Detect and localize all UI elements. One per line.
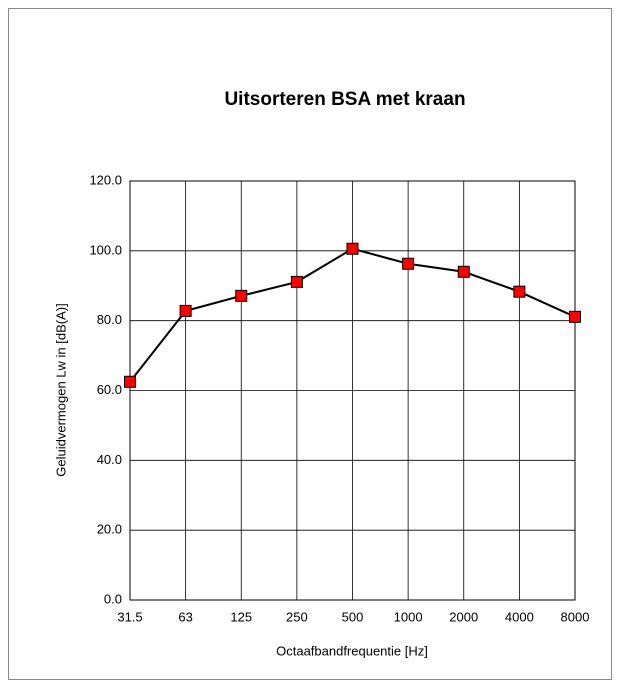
x-tick-label: 125 bbox=[230, 609, 252, 624]
x-tick-label: 500 bbox=[342, 609, 364, 624]
x-tick-label: 31.5 bbox=[117, 609, 142, 624]
y-tick-label: 0.0 bbox=[104, 591, 122, 606]
x-axis-label: Octaafbandfrequentie [Hz] bbox=[276, 643, 428, 658]
y-tick-label: 40.0 bbox=[97, 452, 122, 467]
data-point bbox=[457, 265, 470, 278]
data-point bbox=[235, 289, 248, 302]
x-tick-label: 1000 bbox=[394, 609, 423, 624]
x-tick-label: 2000 bbox=[449, 609, 478, 624]
chart-frame bbox=[8, 8, 612, 680]
x-tick-label: 63 bbox=[178, 609, 192, 624]
y-tick-label: 120.0 bbox=[89, 172, 122, 187]
plot-frame bbox=[129, 180, 576, 601]
y-tick-label: 80.0 bbox=[97, 312, 122, 327]
data-point bbox=[346, 242, 359, 255]
x-tick-label: 8000 bbox=[561, 609, 590, 624]
x-tick-label: 4000 bbox=[505, 609, 534, 624]
data-point bbox=[179, 304, 192, 317]
y-tick-label: 20.0 bbox=[97, 522, 122, 537]
y-tick-label: 100.0 bbox=[89, 242, 122, 257]
chart-title: Uitsorteren BSA met kraan bbox=[224, 89, 465, 110]
x-tick-label: 250 bbox=[286, 609, 308, 624]
data-point bbox=[513, 285, 526, 298]
data-point bbox=[569, 310, 581, 323]
data-point bbox=[402, 257, 415, 270]
data-point bbox=[124, 375, 136, 388]
y-axis-label: Geluidvermogen Lw in [dB(A)] bbox=[53, 303, 68, 476]
y-tick-label: 60.0 bbox=[97, 382, 122, 397]
data-point bbox=[290, 275, 303, 288]
